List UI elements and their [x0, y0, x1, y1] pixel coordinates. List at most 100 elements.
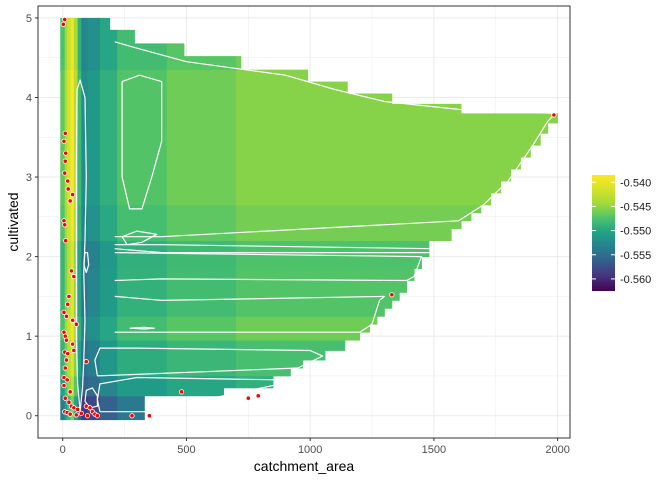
heatmap-tile: [67, 240, 72, 258]
data-point: [146, 413, 152, 419]
heatmap-tile: [70, 360, 75, 369]
heatmap-tile: [60, 145, 66, 158]
heatmap-tile: [99, 113, 118, 124]
heatmap-tile: [70, 56, 75, 71]
heatmap-tile: [166, 268, 237, 281]
heatmap-tile: [70, 256, 75, 269]
heatmap-tile: [87, 387, 101, 397]
x-tick-label: 1500: [422, 444, 446, 456]
heatmap-tile: [117, 145, 168, 158]
heatmap-tile: [64, 43, 68, 57]
heatmap-tile: [99, 17, 111, 31]
heatmap-tile: [166, 204, 237, 214]
heatmap-tile: [87, 350, 101, 361]
heatmap-tile: [77, 204, 82, 214]
heatmap-tile: [77, 292, 82, 301]
heatmap-tile: [99, 324, 118, 333]
heatmap-tile: [235, 133, 541, 146]
heatmap-tile: [77, 324, 82, 333]
heatmap-tile: [70, 308, 75, 317]
data-point: [63, 337, 70, 343]
heatmap-tile: [77, 332, 82, 341]
heatmap-tile: [67, 316, 72, 325]
heatmap-tile: [81, 181, 88, 194]
heatmap-tile: [70, 43, 75, 57]
y-tick-label: 2: [26, 252, 32, 264]
data-point: [78, 410, 84, 416]
heatmap-tile: [99, 81, 118, 94]
heatmap-tile: [60, 192, 66, 206]
heatmap-tile: [87, 145, 101, 158]
data-point: [66, 293, 72, 299]
data-point: [63, 238, 69, 244]
heatmap-tile: [64, 268, 68, 281]
heatmap-tile: [77, 340, 82, 351]
heatmap-tile: [64, 367, 68, 377]
heatmap-tile: [64, 292, 68, 301]
heatmap-tile: [99, 280, 118, 293]
heatmap-tile: [81, 268, 88, 281]
heatmap-tile: [166, 360, 237, 369]
heatmap-tile: [67, 204, 72, 214]
heatmap-tile: [77, 103, 82, 114]
heatmap-tile: [235, 157, 521, 170]
data-point: [67, 411, 73, 417]
heatmap-tile: [117, 212, 168, 222]
heatmap-tile: [117, 300, 168, 309]
heatmap-tile: [64, 212, 68, 222]
contour-line: [114, 244, 435, 254]
heatmap-tile: [73, 375, 78, 389]
heatmap-tile: [117, 192, 168, 206]
heatmap-tile: [117, 268, 168, 281]
heatmap-tile: [99, 332, 118, 341]
heatmap-tile: [235, 220, 462, 230]
heatmap-tile: [166, 69, 237, 82]
heatmap-tile: [73, 350, 78, 361]
heatmap-tile: [67, 81, 72, 94]
heatmap-tile: [235, 268, 415, 281]
heatmap-tile: [99, 122, 118, 134]
heatmap-tile: [77, 169, 82, 182]
contour-line: [129, 326, 155, 330]
heatmap-tile: [235, 324, 370, 333]
heatmap-tile: [60, 268, 66, 281]
heatmap-tile: [70, 220, 75, 230]
data-point: [62, 222, 68, 228]
heatmap-tile: [166, 350, 237, 361]
heatmap-tile: [67, 93, 72, 105]
heatmap-tile: [60, 280, 66, 293]
heatmap-tile: [64, 340, 68, 351]
data-point: [65, 178, 71, 184]
heatmap-tile: [99, 145, 118, 158]
heatmap-tile: [166, 43, 185, 57]
y-tick-label: 1: [26, 331, 32, 343]
heatmap-tile: [67, 17, 72, 31]
heatmap-tile: [87, 133, 101, 146]
data-point: [129, 413, 135, 419]
heatmap-tile: [235, 300, 393, 309]
heatmap-tile: [67, 375, 72, 389]
data-point: [61, 138, 67, 144]
heatmap-tile: [67, 145, 72, 158]
heatmap-tile: [73, 29, 78, 44]
heatmap-tile: [166, 212, 237, 222]
heatmap-tile: [73, 81, 78, 94]
x-tick-label: 2000: [545, 444, 569, 456]
heatmap-tile: [73, 360, 78, 369]
heatmap-tile: [64, 240, 68, 258]
heatmap-tile: [99, 220, 118, 230]
heatmap-tile: [77, 29, 82, 44]
data-point: [71, 273, 77, 280]
data-point: [62, 158, 68, 164]
heatmap-tile: [87, 280, 101, 293]
heatmap-tile: [73, 387, 78, 397]
heatmap-tile: [81, 81, 88, 94]
legend-label: -0.555: [620, 250, 651, 262]
heatmap-tile: [81, 17, 88, 31]
heatmap-tile: [87, 212, 101, 222]
heatmap-tile: [99, 169, 118, 182]
heatmap-tile: [60, 113, 66, 124]
data-point: [67, 198, 73, 204]
legend-ticks: -0.540 -0.545 -0.550 -0.555 -0.560: [592, 177, 651, 286]
heatmap-tile: [77, 17, 82, 31]
